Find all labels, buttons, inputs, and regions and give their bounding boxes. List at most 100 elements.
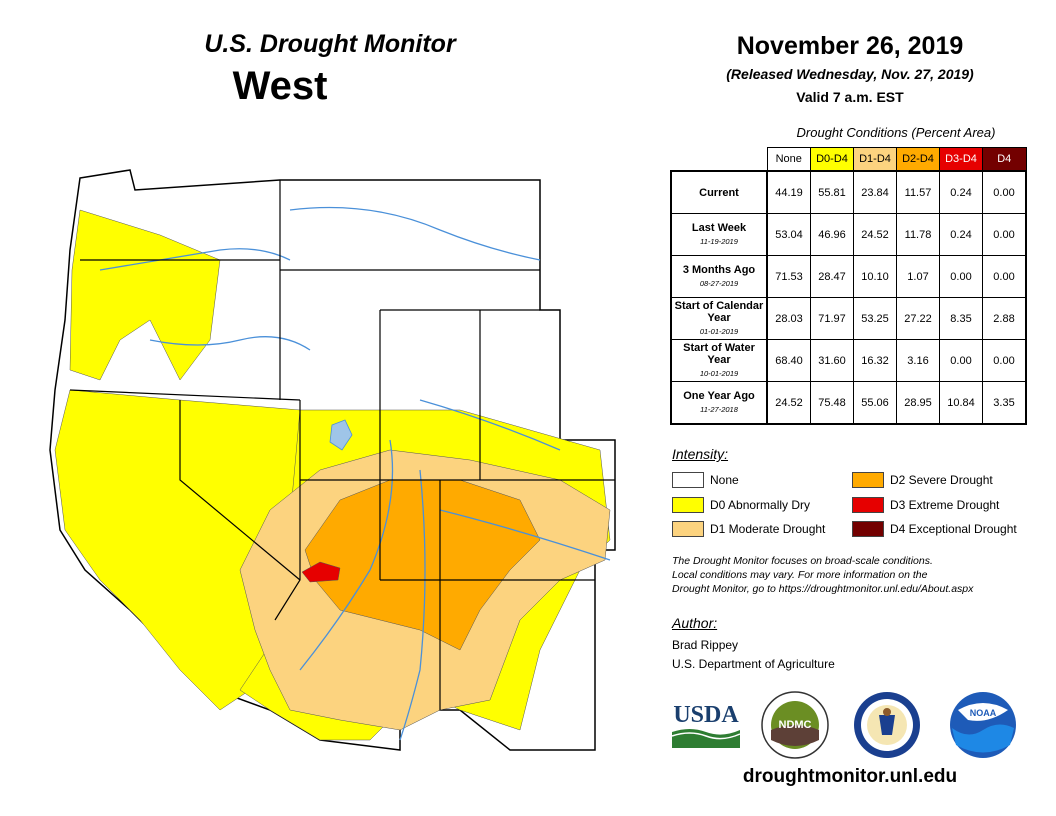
table-cell: 24.52 <box>853 213 897 256</box>
legend-label: D2 Severe Drought <box>890 473 993 487</box>
table-cell: 23.84 <box>853 170 897 214</box>
ndmc-logo-text: NDMC <box>779 719 812 731</box>
legend-label: None <box>710 473 739 487</box>
table-cell: 10.84 <box>939 381 983 425</box>
row-date: 11-27-2018 <box>700 404 738 414</box>
row-label: 3 Months Ago 08-27-2019 <box>670 255 768 298</box>
table-cell: 0.00 <box>939 255 983 298</box>
row-label-text: Start of Water Year <box>683 341 755 366</box>
row-date: 08-27-2019 <box>699 278 739 288</box>
table-cell: 3.16 <box>896 339 940 382</box>
row-date: 11-19-2019 <box>700 236 738 246</box>
table-cell: 0.00 <box>939 339 983 382</box>
note-line: Drought Monitor, go to https://droughtmo… <box>672 583 974 595</box>
table-cell: 0.24 <box>939 213 983 256</box>
table-cell: 24.52 <box>766 381 811 425</box>
table-cell: 28.03 <box>766 297 811 340</box>
legend-title: Intensity: <box>672 446 729 462</box>
map-date: November 26, 2019 <box>736 32 964 60</box>
column-header-d0-d4: D0-D4 <box>810 147 854 172</box>
table-row: Start of Calendar Year 01-01-2019 28.03 71.… <box>670 297 1027 340</box>
table-cell: 31.60 <box>810 339 854 382</box>
usda-logo-text: USDA <box>673 702 739 728</box>
legend-swatch-d2 <box>852 472 884 488</box>
row-date: 10-01-2019 <box>699 368 739 378</box>
table-cell: 55.81 <box>810 170 854 214</box>
table-row: Current 44.19 55.81 23.84 11.57 0.24 0.00 <box>670 170 1027 214</box>
legend-item-d2: D2 Severe Drought <box>852 472 993 488</box>
drought-map <box>49 169 616 751</box>
commerce-seal-icon <box>854 692 920 758</box>
table-cell: 75.48 <box>810 381 854 425</box>
row-label: Start of Calendar Year 01-01-2019 <box>670 297 768 340</box>
table-cell: 71.97 <box>810 297 854 340</box>
river-missouri <box>289 206 541 261</box>
legend-swatch-d0 <box>672 497 704 513</box>
legend-item-d4: D4 Exceptional Drought <box>852 521 1017 537</box>
table-cell: 16.32 <box>853 339 897 382</box>
row-label-text: Start of Calendar Year <box>674 299 764 324</box>
table-cell: 3.35 <box>982 381 1027 425</box>
row-label-text: One Year Ago <box>683 389 755 402</box>
legend-label: D3 Extreme Drought <box>890 498 1000 512</box>
table-cell: 68.40 <box>766 339 811 382</box>
legend-label: D0 Abnormally Dry <box>710 498 811 512</box>
d0-pacific-northwest <box>69 209 221 381</box>
table-cell: 28.47 <box>810 255 854 298</box>
usda-logo-icon: USDA <box>671 702 741 748</box>
drought-statistics-table: None D0-D4 D1-D4 D2-D4 D3-D4 D4 Current 4… <box>670 147 1027 425</box>
row-date: 01-01-2019 <box>699 326 739 336</box>
column-header-none: None <box>766 147 811 172</box>
ndmc-logo-icon: NDMC <box>761 691 829 759</box>
website-url[interactable]: droughtmonitor.unl.edu <box>742 766 958 787</box>
column-header-d1-d4: D1-D4 <box>853 147 897 172</box>
row-label: Current <box>670 170 768 214</box>
column-header-d2-d4: D2-D4 <box>896 147 940 172</box>
noaa-logo-text: NOAA <box>970 708 997 718</box>
table-cell: 46.96 <box>810 213 854 256</box>
valid-time: Valid 7 a.m. EST <box>796 89 904 105</box>
table-cell: 44.19 <box>766 170 811 214</box>
table-cell: 27.22 <box>896 297 940 340</box>
table-cell: 0.00 <box>982 213 1027 256</box>
disclaimer-note: The Drought Monitor focuses on broad-sca… <box>672 554 1042 596</box>
table-cell: 55.06 <box>853 381 897 425</box>
river-colorado <box>299 439 394 671</box>
legend-label: D4 Exceptional Drought <box>890 522 1017 536</box>
legend-swatch-d4 <box>852 521 884 537</box>
table-cell: 1.07 <box>896 255 940 298</box>
table-cell: 2.88 <box>982 297 1027 340</box>
river-snake <box>149 336 311 351</box>
table-header-row: None D0-D4 D1-D4 D2-D4 D3-D4 D4 <box>671 147 1027 172</box>
legend-item-d1: D1 Moderate Drought <box>672 521 825 537</box>
table-row: 3 Months Ago 08-27-2019 71.53 28.47 10.10 1.0… <box>670 255 1027 298</box>
table-row: Last Week 11-19-2019 53.04 46.96 24.52 11.78 0… <box>670 213 1027 256</box>
table-cell: 0.00 <box>982 255 1027 298</box>
region-title: West <box>232 64 328 108</box>
great-salt-lake <box>329 419 353 451</box>
row-label: Last Week 11-19-2019 <box>670 213 768 256</box>
river-columbia <box>99 248 291 271</box>
table-cell: 0.00 <box>982 339 1027 382</box>
author-heading: Author: <box>672 615 718 631</box>
table-cell: 10.10 <box>853 255 897 298</box>
row-label-text: Last Week <box>691 221 747 234</box>
table-cell: 11.78 <box>896 213 940 256</box>
table-row: One Year Ago 11-27-2018 24.52 75.48 55.06 28.… <box>670 381 1027 425</box>
table-cell: 8.35 <box>939 297 983 340</box>
river-rio-grande <box>399 469 426 741</box>
row-label-text: 3 Months Ago <box>682 263 756 276</box>
table-cell: 28.95 <box>896 381 940 425</box>
note-line: Local conditions may vary. For more info… <box>672 569 928 581</box>
state-boundaries <box>69 180 615 710</box>
legend-item-d3: D3 Extreme Drought <box>852 497 999 513</box>
table-cell: 53.04 <box>766 213 811 256</box>
row-label: One Year Ago 11-27-2018 <box>670 381 768 425</box>
table-cell: 11.57 <box>896 170 940 214</box>
river-arkansas <box>439 509 611 561</box>
release-date: (Released Wednesday, Nov. 27, 2019) <box>726 66 974 82</box>
legend-item-none: None <box>672 472 739 488</box>
column-header-d4: D4 <box>982 147 1027 172</box>
row-label-text: Current <box>699 186 739 199</box>
legend-swatch-none <box>672 472 704 488</box>
